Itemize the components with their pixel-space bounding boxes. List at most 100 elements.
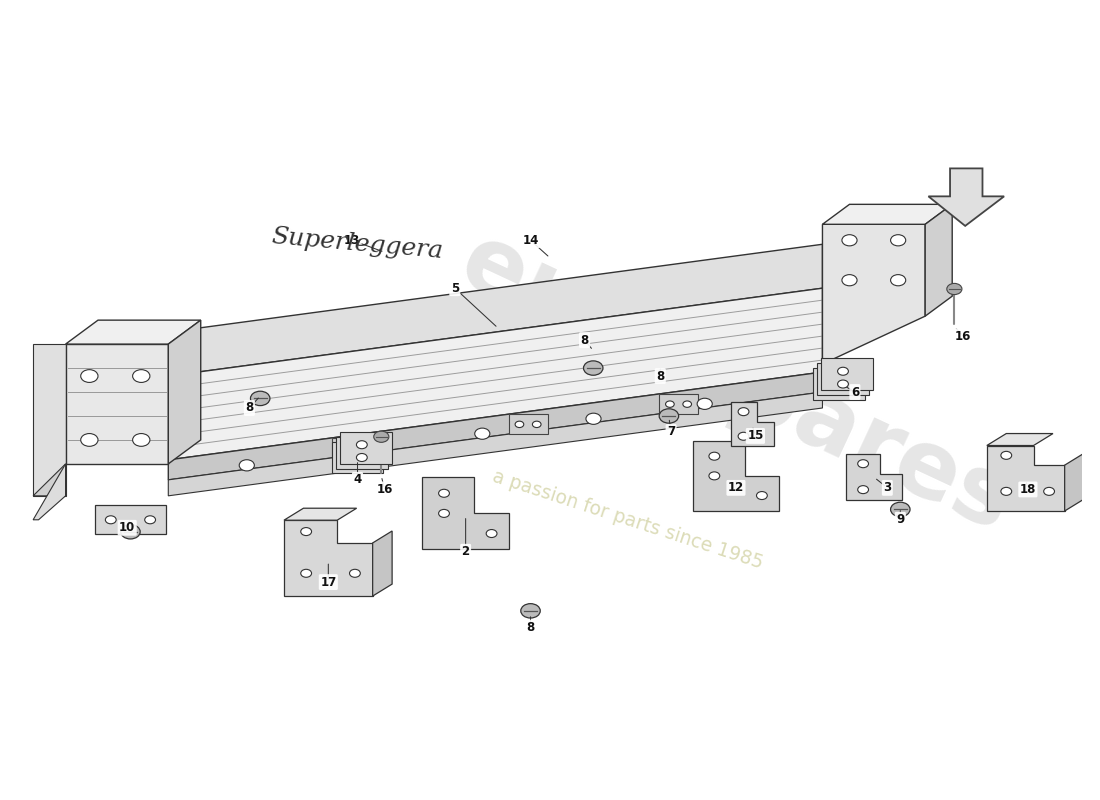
- Polygon shape: [331, 442, 384, 474]
- Circle shape: [300, 527, 311, 535]
- Circle shape: [891, 502, 910, 517]
- Circle shape: [842, 274, 857, 286]
- Circle shape: [858, 486, 869, 494]
- Polygon shape: [284, 508, 356, 520]
- Text: 15: 15: [747, 430, 763, 442]
- Circle shape: [947, 283, 961, 294]
- Text: 16: 16: [955, 330, 971, 342]
- Text: eurospares: eurospares: [446, 216, 1026, 552]
- Polygon shape: [730, 402, 773, 446]
- Circle shape: [683, 401, 692, 407]
- Text: 18: 18: [1020, 483, 1036, 496]
- Text: 6: 6: [850, 386, 859, 398]
- Polygon shape: [284, 520, 373, 596]
- Text: 10: 10: [119, 522, 135, 534]
- Circle shape: [121, 525, 140, 539]
- Polygon shape: [508, 414, 548, 434]
- Text: a passion for parts since 1985: a passion for parts since 1985: [491, 467, 766, 573]
- Polygon shape: [422, 478, 509, 550]
- Circle shape: [106, 516, 117, 524]
- Circle shape: [738, 432, 749, 440]
- Polygon shape: [1065, 453, 1085, 511]
- Polygon shape: [987, 434, 1053, 446]
- Polygon shape: [817, 363, 869, 395]
- Circle shape: [133, 370, 150, 382]
- Polygon shape: [987, 446, 1065, 511]
- Circle shape: [439, 490, 450, 498]
- Polygon shape: [659, 394, 698, 414]
- Circle shape: [356, 441, 367, 449]
- Text: Superleggera: Superleggera: [271, 226, 444, 263]
- Polygon shape: [846, 454, 902, 500]
- Text: 9: 9: [896, 514, 904, 526]
- Circle shape: [339, 445, 348, 451]
- Text: 17: 17: [320, 575, 337, 589]
- Text: 12: 12: [728, 482, 744, 494]
- Circle shape: [520, 604, 540, 618]
- Circle shape: [239, 460, 254, 471]
- Polygon shape: [96, 506, 166, 534]
- Polygon shape: [33, 344, 66, 496]
- Circle shape: [515, 421, 524, 427]
- Text: 7: 7: [667, 426, 675, 438]
- Text: 8: 8: [656, 370, 664, 382]
- Circle shape: [858, 460, 869, 468]
- Circle shape: [358, 444, 372, 455]
- Circle shape: [374, 431, 389, 442]
- Circle shape: [439, 510, 450, 518]
- Polygon shape: [925, 204, 953, 316]
- Text: 5: 5: [451, 282, 459, 294]
- Text: 8: 8: [527, 621, 535, 634]
- Polygon shape: [66, 320, 200, 344]
- Polygon shape: [33, 464, 66, 496]
- Text: 8: 8: [581, 334, 589, 346]
- Circle shape: [708, 452, 719, 460]
- Circle shape: [1001, 451, 1012, 459]
- Polygon shape: [168, 244, 823, 376]
- Text: 2: 2: [462, 546, 470, 558]
- Polygon shape: [332, 438, 371, 458]
- Circle shape: [350, 570, 361, 578]
- Text: 4: 4: [353, 474, 362, 486]
- Polygon shape: [340, 432, 392, 464]
- Polygon shape: [168, 392, 823, 496]
- Circle shape: [80, 370, 98, 382]
- Polygon shape: [928, 169, 1004, 226]
- Polygon shape: [823, 204, 953, 224]
- Polygon shape: [66, 344, 168, 464]
- Circle shape: [1001, 487, 1012, 495]
- Circle shape: [80, 434, 98, 446]
- Circle shape: [666, 401, 674, 407]
- Polygon shape: [33, 464, 66, 520]
- Text: 13: 13: [344, 234, 360, 246]
- Circle shape: [842, 234, 857, 246]
- Circle shape: [583, 361, 603, 375]
- Circle shape: [891, 234, 905, 246]
- Text: 8: 8: [245, 402, 253, 414]
- Circle shape: [837, 380, 848, 388]
- Text: 3: 3: [883, 482, 891, 494]
- Circle shape: [757, 491, 768, 499]
- Circle shape: [586, 413, 601, 424]
- Polygon shape: [168, 320, 200, 464]
- Circle shape: [355, 445, 364, 451]
- Circle shape: [486, 530, 497, 538]
- Circle shape: [475, 428, 490, 439]
- Polygon shape: [336, 437, 388, 469]
- Circle shape: [891, 274, 905, 286]
- Circle shape: [659, 409, 679, 423]
- Polygon shape: [168, 288, 823, 460]
- Circle shape: [708, 472, 719, 480]
- Circle shape: [356, 454, 367, 462]
- Polygon shape: [373, 531, 392, 596]
- Text: 14: 14: [522, 234, 539, 246]
- Circle shape: [133, 434, 150, 446]
- Polygon shape: [823, 224, 925, 364]
- Circle shape: [738, 408, 749, 416]
- Circle shape: [1044, 487, 1055, 495]
- Circle shape: [300, 570, 311, 578]
- Circle shape: [532, 421, 541, 427]
- Circle shape: [697, 398, 713, 410]
- Polygon shape: [693, 441, 779, 511]
- Polygon shape: [822, 358, 873, 390]
